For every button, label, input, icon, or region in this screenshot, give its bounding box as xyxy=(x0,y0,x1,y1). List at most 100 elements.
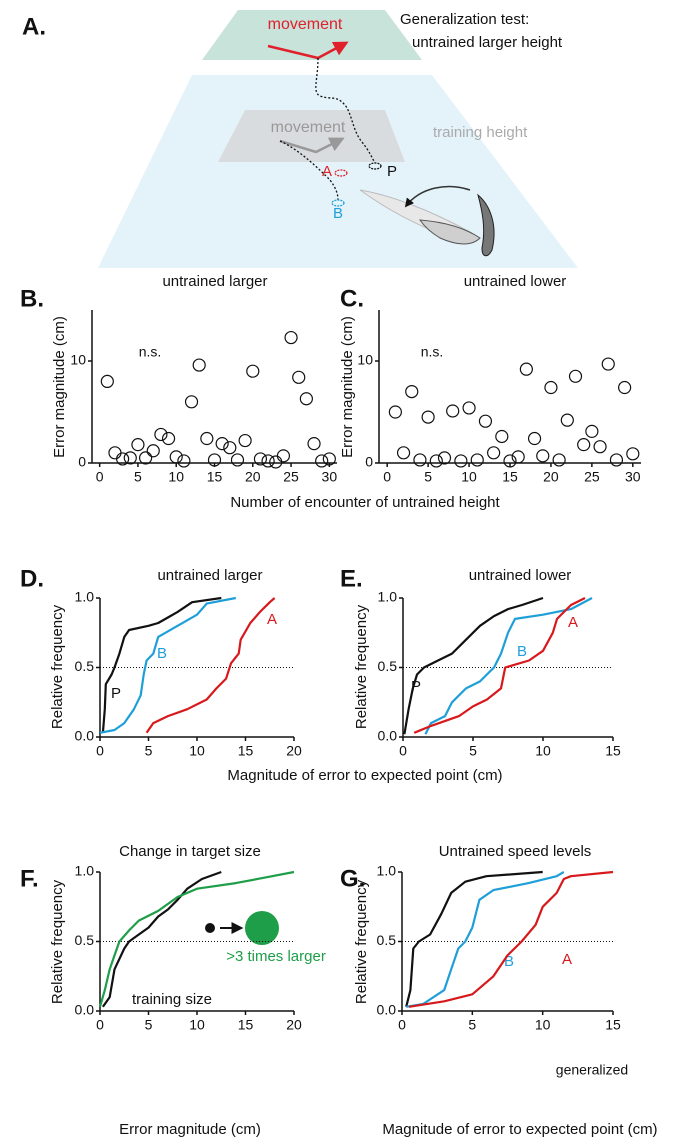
y-tick-label: 0 xyxy=(365,454,373,470)
series-label: B xyxy=(504,953,514,970)
y-tick-label: 0.5 xyxy=(75,932,95,948)
data-point xyxy=(161,431,176,446)
y-tick-label: 0 xyxy=(78,454,86,470)
panel-letter: A. xyxy=(22,13,46,40)
data-point xyxy=(131,438,145,452)
x-tick-label: 5 xyxy=(469,743,477,759)
data-point xyxy=(560,413,574,427)
series-label: A xyxy=(562,951,572,968)
x-axis-label: Magnitude of error to expected point (cm… xyxy=(227,767,502,784)
target-icon xyxy=(205,911,279,945)
chart-title: untrained larger xyxy=(157,567,262,584)
data-point xyxy=(284,330,298,345)
data-point xyxy=(292,370,306,384)
y-axis-label: Relative frequency xyxy=(353,604,370,729)
cdf-line xyxy=(99,596,237,734)
data-point xyxy=(146,444,160,458)
y-tick-label: 0.0 xyxy=(378,728,398,744)
data-point xyxy=(618,380,632,395)
panel-letter: C. xyxy=(340,285,364,312)
data-point xyxy=(138,451,153,465)
x-tick-label: 25 xyxy=(283,469,299,485)
y-tick-label: 10 xyxy=(70,352,86,368)
x-tick-label: 15 xyxy=(605,1017,621,1033)
chart-title: untrained larger xyxy=(162,273,267,290)
fish-body xyxy=(419,219,481,245)
x-tick-label: 10 xyxy=(461,469,477,485)
x-tick-label: 20 xyxy=(286,1017,302,1033)
x-tick-label: 10 xyxy=(189,743,205,759)
cdf-line xyxy=(405,870,543,1008)
test-subtitle: untrained larger height xyxy=(412,34,563,51)
fish xyxy=(359,185,495,257)
chart-title: untrained lower xyxy=(469,567,572,584)
data-point xyxy=(527,431,542,446)
data-point xyxy=(246,364,260,378)
x-axis-label: Error magnitude (cm) xyxy=(119,1121,261,1138)
data-point xyxy=(577,438,591,452)
test-plane xyxy=(202,10,422,60)
y-tick-label: 0.0 xyxy=(377,1002,397,1018)
y-tick-label: 0.0 xyxy=(75,1002,95,1018)
y-axis-label: Relative frequency xyxy=(49,879,66,1004)
data-point xyxy=(413,453,427,467)
y-axis-label: Relative frequency xyxy=(353,879,370,1004)
data-point xyxy=(446,404,460,418)
data-point xyxy=(544,380,558,395)
series-label: training size xyxy=(132,991,212,1008)
data-point xyxy=(511,450,525,464)
y-tick-label: 1.0 xyxy=(377,863,397,879)
data-point xyxy=(568,369,583,383)
data-point xyxy=(100,374,114,388)
cdf-line xyxy=(413,597,586,734)
x-tick-label: 15 xyxy=(238,743,254,759)
data-point xyxy=(388,405,402,419)
y-tick-label: 1.0 xyxy=(378,589,398,605)
data-point xyxy=(299,392,313,406)
data-point xyxy=(215,437,229,451)
data-point xyxy=(487,446,501,460)
annotation: generalized xyxy=(556,1062,628,1078)
series-label: A xyxy=(568,614,578,631)
x-tick-label: 0 xyxy=(96,469,104,485)
x-tick-label: 10 xyxy=(189,1017,205,1033)
series-label: B xyxy=(517,643,527,660)
data-point xyxy=(462,401,476,415)
x-tick-label: 10 xyxy=(535,1017,551,1033)
x-tick-label: 15 xyxy=(502,469,518,485)
data-point xyxy=(552,453,566,467)
y-axis-label: Error magnitude (cm) xyxy=(51,316,68,458)
point-p-marker xyxy=(368,162,382,170)
data-point xyxy=(421,410,435,424)
training-plane xyxy=(218,110,405,162)
data-point xyxy=(269,455,283,469)
panel-letter: B. xyxy=(20,285,44,312)
x-tick-label: 10 xyxy=(168,469,184,485)
data-point xyxy=(470,453,484,467)
training-movement-label: movement xyxy=(271,119,346,136)
x-tick-label: 0 xyxy=(96,1017,104,1033)
cdf-line xyxy=(98,870,295,1008)
data-point xyxy=(200,431,214,446)
test-title: Generalization test: xyxy=(400,11,529,28)
data-point xyxy=(454,454,468,468)
x-tick-label: 15 xyxy=(238,1017,254,1033)
data-point xyxy=(609,453,624,467)
x-tick-label: 0 xyxy=(96,743,104,759)
data-point xyxy=(593,440,607,454)
cdf-line xyxy=(101,596,222,733)
data-point xyxy=(405,385,419,399)
series-label: >3 times larger xyxy=(226,948,326,965)
y-axis-label: Relative frequency xyxy=(49,604,66,729)
data-point xyxy=(169,450,183,464)
data-point xyxy=(437,451,452,465)
annotation: n.s. xyxy=(139,344,162,360)
annotation: n.s. xyxy=(421,344,444,360)
small-target xyxy=(205,923,215,933)
large-target xyxy=(245,911,279,945)
x-tick-label: 5 xyxy=(468,1017,476,1033)
cdf-line xyxy=(145,597,276,734)
x-tick-label: 5 xyxy=(145,1017,153,1033)
x-tick-label: 30 xyxy=(625,469,641,485)
x-tick-label: 25 xyxy=(584,469,600,485)
